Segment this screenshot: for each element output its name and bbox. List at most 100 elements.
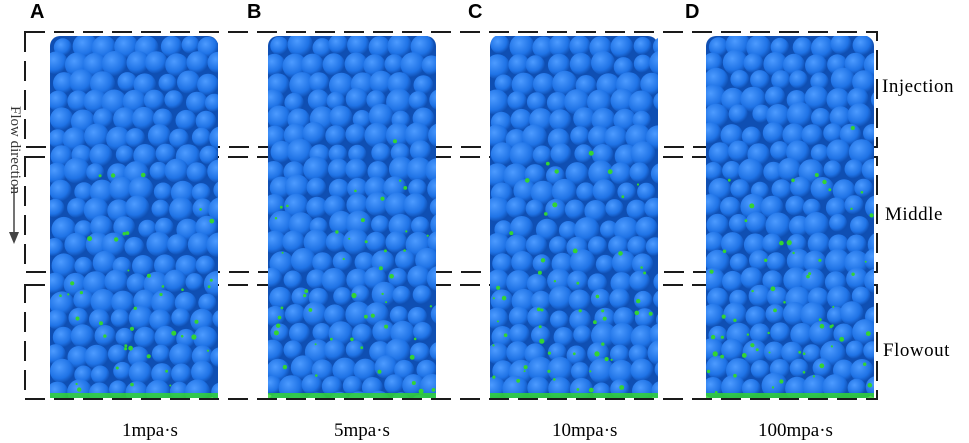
particle (47, 90, 69, 112)
particle (521, 124, 548, 150)
fluid-droplet (589, 370, 592, 373)
particle (588, 160, 614, 186)
particle (345, 340, 365, 359)
particle (332, 357, 357, 383)
fluid-droplet (578, 309, 582, 313)
particle (509, 323, 530, 345)
fluid-droplet (380, 196, 385, 201)
fluid-droplet (393, 139, 397, 144)
fluid-droplet (636, 183, 640, 186)
fluid-droplet (618, 251, 623, 256)
particle (151, 290, 177, 316)
fluid-droplet (199, 208, 202, 211)
particle (270, 36, 289, 55)
particle (44, 272, 66, 294)
particle (830, 67, 855, 92)
fluid-droplet (128, 345, 133, 351)
particle (610, 88, 635, 113)
particle (743, 53, 764, 73)
particle (569, 52, 593, 76)
particle (609, 359, 634, 385)
fluid-droplet (399, 179, 402, 182)
particle (728, 140, 750, 162)
particle (574, 144, 594, 164)
particle (82, 52, 107, 78)
fluid-droplet (429, 305, 433, 308)
particle (86, 163, 105, 182)
fluid-droplet (385, 301, 388, 304)
fluid-droplet (364, 240, 368, 244)
particle (610, 322, 636, 349)
fluid-droplet (539, 338, 545, 344)
particle (844, 52, 867, 75)
fluid-droplet (351, 292, 357, 299)
particle (124, 236, 145, 257)
fluid-droplet (103, 334, 107, 338)
particle (549, 236, 568, 255)
particle (763, 341, 785, 363)
fluid-droplet (315, 374, 318, 377)
particle (610, 344, 630, 364)
particle (263, 161, 285, 182)
particle (132, 255, 154, 277)
particle (287, 32, 313, 58)
particle (720, 196, 741, 218)
fluid-droplet (115, 366, 119, 370)
particle (573, 107, 596, 130)
particle (527, 356, 554, 383)
particle (125, 128, 145, 148)
fluid-droplet (209, 218, 215, 224)
particle (67, 346, 90, 369)
fluid-droplet (411, 381, 416, 385)
particle (191, 183, 211, 202)
fluid-droplet (516, 378, 521, 383)
particle (846, 234, 867, 255)
particle (345, 123, 367, 145)
particle (525, 55, 545, 75)
particle (506, 341, 530, 365)
particle (850, 216, 870, 236)
particle (825, 249, 851, 275)
particle (262, 375, 282, 396)
particle (151, 344, 170, 363)
particle (509, 34, 535, 60)
particle (346, 193, 369, 217)
fluid-droplet (851, 272, 855, 276)
particle (591, 144, 614, 166)
fluid-droplet (360, 218, 365, 223)
particle (348, 144, 367, 163)
fluid-droplet (314, 343, 317, 346)
particle (50, 145, 73, 168)
fluid-droplet (706, 369, 711, 374)
particle (167, 234, 188, 255)
particle (546, 92, 569, 114)
particle (389, 306, 409, 325)
fluid-outflow-film (268, 393, 436, 398)
particle (110, 309, 130, 328)
particle (347, 33, 370, 57)
particle (321, 268, 347, 293)
particle (600, 220, 619, 239)
fluid-droplet (588, 150, 594, 156)
particle (630, 141, 656, 167)
particle (708, 142, 732, 165)
viscosity-label-a: 1mpa·s (122, 420, 178, 441)
fluid-droplet (576, 281, 580, 285)
particle (808, 321, 834, 346)
particle (388, 156, 414, 182)
particle (494, 74, 513, 93)
particle (532, 254, 551, 273)
particle (490, 34, 510, 54)
fluid-droplet (286, 204, 289, 208)
particle (844, 195, 864, 215)
particle (83, 89, 108, 114)
particle (510, 216, 534, 240)
particle (701, 267, 726, 293)
fluid-droplet (509, 231, 514, 236)
particle (329, 72, 354, 98)
particle (52, 326, 74, 348)
fluid-droplet (413, 337, 417, 341)
particle (790, 176, 812, 198)
particle (506, 270, 531, 295)
